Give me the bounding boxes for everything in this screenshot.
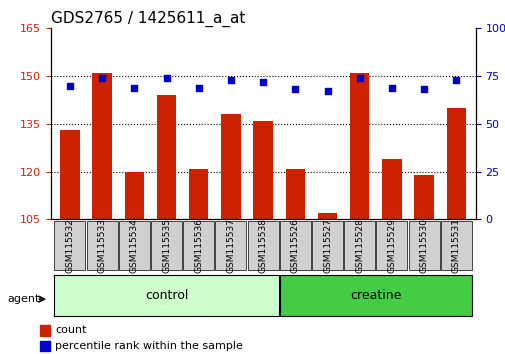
Bar xyxy=(86,221,117,270)
Bar xyxy=(55,221,85,270)
Bar xyxy=(60,130,79,219)
Bar xyxy=(446,108,465,219)
Bar xyxy=(285,169,305,219)
Text: control: control xyxy=(144,289,188,302)
Point xyxy=(451,77,460,83)
Bar xyxy=(247,221,278,270)
Point xyxy=(259,79,267,85)
Bar xyxy=(215,221,246,270)
Bar xyxy=(189,169,208,219)
Bar xyxy=(221,114,240,219)
Text: GDS2765 / 1425611_a_at: GDS2765 / 1425611_a_at xyxy=(50,11,244,27)
Bar xyxy=(376,221,407,270)
Point xyxy=(194,85,203,90)
Bar xyxy=(119,221,149,270)
Bar xyxy=(312,221,342,270)
Bar xyxy=(414,175,433,219)
Text: GSM115534: GSM115534 xyxy=(130,218,138,273)
Text: GSM115529: GSM115529 xyxy=(387,218,395,273)
Text: GSM115527: GSM115527 xyxy=(322,218,331,273)
Bar xyxy=(279,275,471,316)
Bar xyxy=(343,221,374,270)
Point xyxy=(226,77,234,83)
Text: percentile rank within the sample: percentile rank within the sample xyxy=(55,341,242,352)
Point xyxy=(355,75,363,81)
Bar xyxy=(40,341,50,352)
Text: GSM115535: GSM115535 xyxy=(162,218,171,273)
Bar xyxy=(55,275,278,316)
Text: GSM115528: GSM115528 xyxy=(355,218,364,273)
Bar xyxy=(381,159,401,219)
Bar xyxy=(440,221,471,270)
Point xyxy=(323,88,331,94)
Text: GSM115533: GSM115533 xyxy=(97,218,107,273)
Point xyxy=(98,75,106,81)
Text: GSM115537: GSM115537 xyxy=(226,218,235,273)
Text: GSM115536: GSM115536 xyxy=(194,218,203,273)
Text: GSM115532: GSM115532 xyxy=(65,218,74,273)
Point xyxy=(291,87,299,92)
Bar xyxy=(40,325,50,336)
Text: GSM115526: GSM115526 xyxy=(290,218,299,273)
Bar xyxy=(253,121,272,219)
Bar xyxy=(349,73,369,219)
Bar xyxy=(183,221,214,270)
Text: count: count xyxy=(55,325,86,336)
Bar xyxy=(124,172,144,219)
Bar xyxy=(408,221,439,270)
Text: GSM115538: GSM115538 xyxy=(258,218,267,273)
Bar xyxy=(279,221,310,270)
Text: GSM115530: GSM115530 xyxy=(419,218,428,273)
Text: GSM115531: GSM115531 xyxy=(451,218,460,273)
Bar xyxy=(317,213,336,219)
Bar xyxy=(157,95,176,219)
Point xyxy=(419,87,427,92)
Bar xyxy=(151,221,182,270)
Text: creatine: creatine xyxy=(349,289,400,302)
Point xyxy=(162,75,170,81)
Point xyxy=(66,83,74,88)
Bar xyxy=(92,73,112,219)
Text: agent: agent xyxy=(8,294,40,304)
Point xyxy=(387,85,395,90)
Point xyxy=(130,85,138,90)
